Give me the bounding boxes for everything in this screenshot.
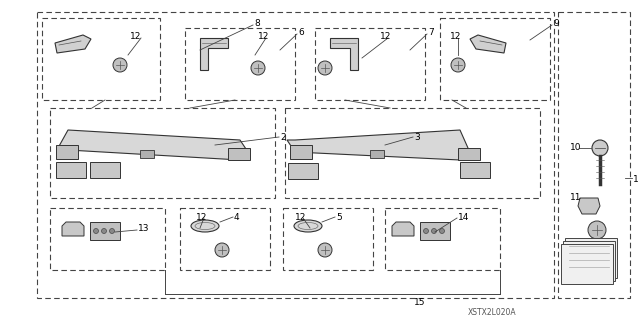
Bar <box>288 163 318 179</box>
Bar <box>460 162 490 178</box>
Circle shape <box>102 228 106 234</box>
Polygon shape <box>330 38 358 70</box>
Circle shape <box>451 58 465 72</box>
Text: 12: 12 <box>295 213 307 222</box>
Ellipse shape <box>294 220 322 232</box>
Bar <box>228 148 250 160</box>
Text: 3: 3 <box>414 133 420 142</box>
Text: 9: 9 <box>553 19 559 28</box>
Bar <box>90 222 120 240</box>
Bar <box>420 222 450 240</box>
Circle shape <box>215 243 229 257</box>
Text: 5: 5 <box>336 213 342 222</box>
Bar <box>140 150 154 158</box>
Circle shape <box>424 228 429 234</box>
Circle shape <box>440 228 445 234</box>
Text: 7: 7 <box>428 28 434 37</box>
Polygon shape <box>470 35 506 53</box>
Bar <box>458 148 480 160</box>
Bar <box>563 241 615 281</box>
Text: 13: 13 <box>138 224 150 233</box>
Bar <box>56 145 78 159</box>
Text: 1: 1 <box>633 175 639 184</box>
Circle shape <box>251 61 265 75</box>
Text: 4: 4 <box>234 213 239 222</box>
Text: 12: 12 <box>258 32 269 41</box>
Polygon shape <box>58 130 248 160</box>
Circle shape <box>431 228 436 234</box>
Polygon shape <box>578 198 600 214</box>
Text: 12: 12 <box>450 32 461 41</box>
Circle shape <box>318 243 332 257</box>
Bar <box>290 145 312 159</box>
Polygon shape <box>392 222 414 236</box>
Bar <box>370 150 384 158</box>
Text: 12: 12 <box>130 32 141 41</box>
Circle shape <box>318 61 332 75</box>
Circle shape <box>588 221 606 239</box>
Polygon shape <box>62 222 84 236</box>
Text: XSTX2L020A: XSTX2L020A <box>468 308 516 317</box>
Bar <box>561 244 613 284</box>
Text: 10: 10 <box>570 143 582 152</box>
Text: 15: 15 <box>414 298 426 307</box>
Text: 8: 8 <box>254 19 260 28</box>
Polygon shape <box>55 35 91 53</box>
Circle shape <box>93 228 99 234</box>
Text: 12: 12 <box>196 213 207 222</box>
Bar <box>565 238 617 278</box>
Text: 6: 6 <box>298 28 304 37</box>
Circle shape <box>109 228 115 234</box>
Text: 11: 11 <box>570 193 582 202</box>
Circle shape <box>592 140 608 156</box>
Polygon shape <box>287 130 468 160</box>
Bar <box>90 162 120 178</box>
Bar <box>56 162 86 178</box>
Circle shape <box>113 58 127 72</box>
Text: 12: 12 <box>380 32 392 41</box>
Polygon shape <box>200 38 228 70</box>
Ellipse shape <box>191 220 219 232</box>
Text: 2: 2 <box>280 133 285 142</box>
Text: 14: 14 <box>458 213 469 222</box>
